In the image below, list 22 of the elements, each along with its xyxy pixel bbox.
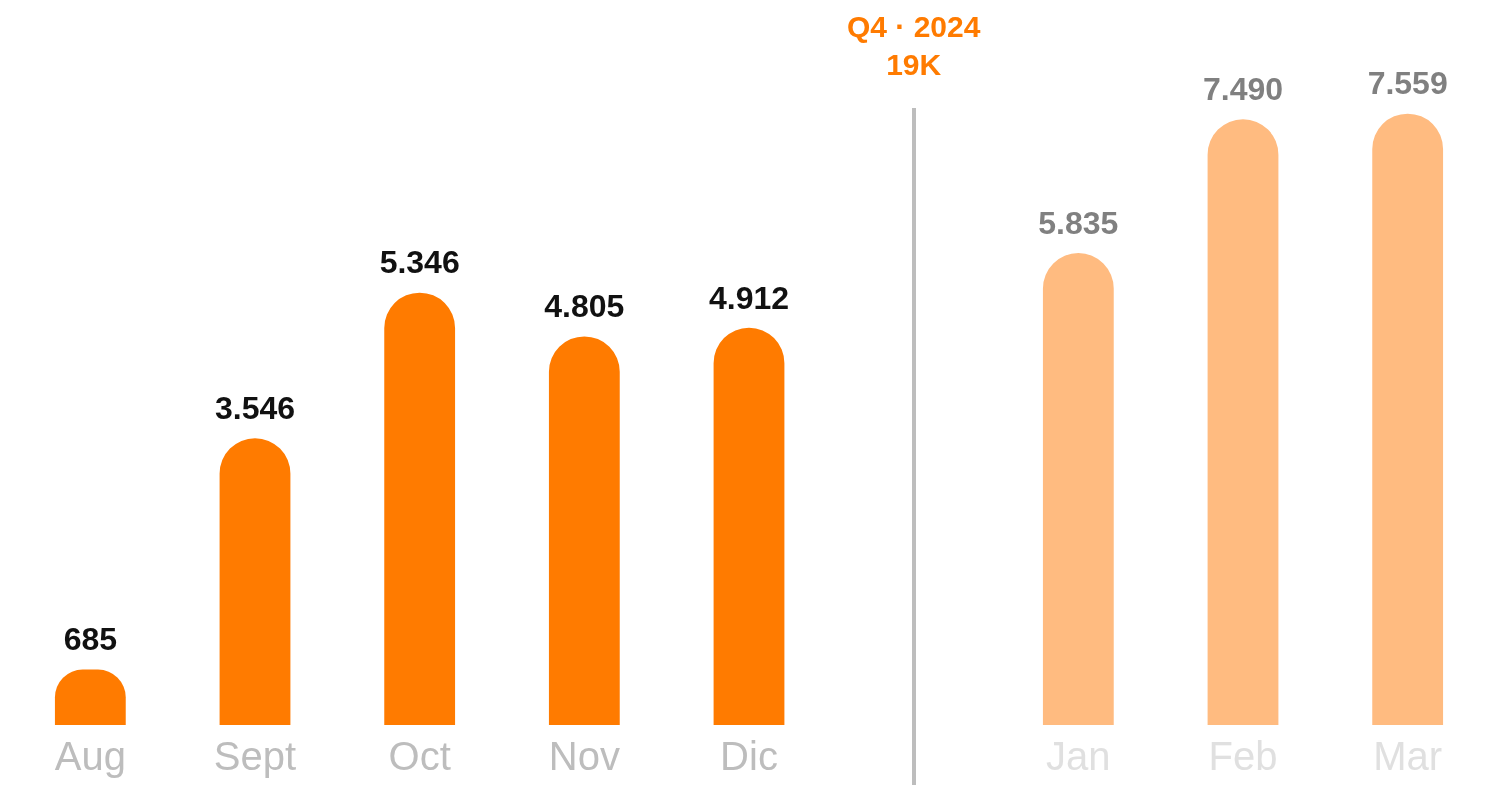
data-label: 7.559: [1367, 65, 1448, 102]
x-tick-label: Sept: [213, 734, 297, 779]
text: Q4 · 2024: [846, 10, 981, 44]
bar: [1372, 113, 1444, 725]
bar: [1042, 253, 1114, 725]
x-tick-label: Oct: [388, 734, 451, 779]
data-label: 5.835: [1038, 204, 1119, 241]
x-tick-label: Nov: [548, 734, 620, 779]
data-label: 4.912: [708, 279, 790, 316]
x-tick-label: Dic: [720, 734, 778, 779]
bar: [384, 292, 456, 725]
data-label: 3.546: [214, 390, 296, 427]
x-tick-label: Aug: [54, 734, 126, 779]
data-label: 685: [63, 621, 118, 658]
bar: [219, 438, 291, 725]
data-label: 4.805: [544, 288, 625, 325]
data-label: 7.490: [1202, 71, 1284, 108]
bar: [713, 327, 785, 725]
bar: [1207, 119, 1279, 725]
bar: [548, 336, 620, 725]
data-label: 5.346: [379, 244, 460, 281]
text: 19K: [886, 48, 942, 82]
